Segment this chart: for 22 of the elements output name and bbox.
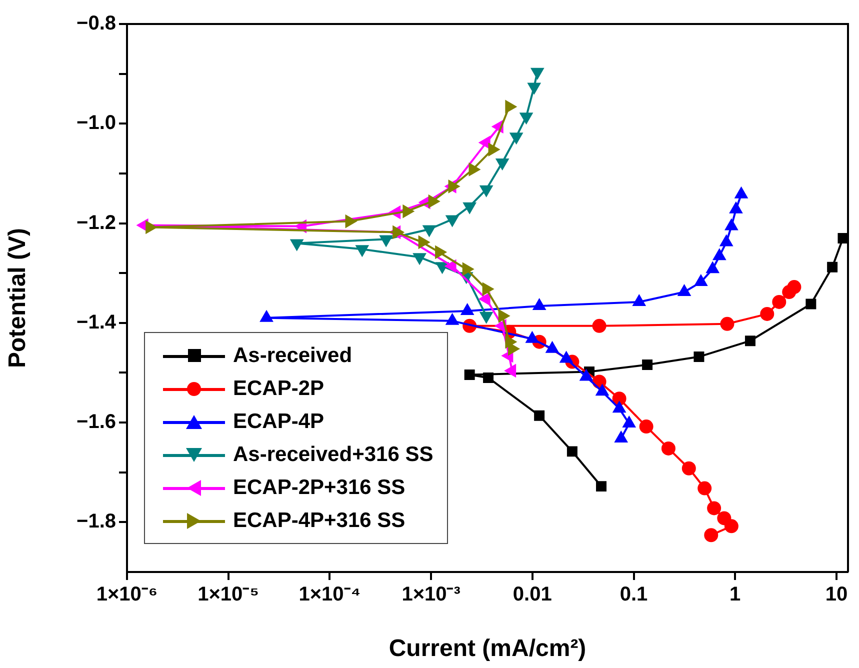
y-tick-label: −1.2 [76, 212, 116, 234]
y-tick-label: −1.6 [76, 411, 116, 434]
y-axis-title: Potential (V) [4, 228, 32, 368]
legend-label: ECAP-4P+316 SS [233, 508, 406, 532]
y-tick-label: −1.8 [76, 510, 116, 533]
x-tick-label: 1×10⁻³ [402, 584, 461, 606]
x-tick-label: 1×10⁻⁴ [298, 584, 361, 606]
x-tick-label: 1×10⁻⁵ [198, 584, 260, 606]
x-axis-title: Current (mA/cm²) [388, 635, 586, 662]
y-tick-label: −1.0 [76, 112, 116, 134]
x-tick-label: 1×10⁻⁶ [96, 584, 158, 606]
x-tick-label: 0.01 [512, 584, 552, 606]
y-tick-label: −1.4 [76, 311, 117, 334]
x-tick-label: 10 [825, 584, 848, 606]
x-tick-label: 1 [730, 584, 741, 606]
x-tick-label: 0.1 [620, 584, 648, 606]
legend-label: ECAP-4P [233, 410, 324, 434]
legend-label: ECAP-2P+316 SS [233, 476, 406, 500]
legend-label: ECAP-2P [233, 376, 324, 400]
y-tick-label: −0.8 [76, 12, 116, 35]
legend-label: As-received+316 SS [233, 442, 434, 466]
legend-label: As-received [233, 344, 352, 368]
